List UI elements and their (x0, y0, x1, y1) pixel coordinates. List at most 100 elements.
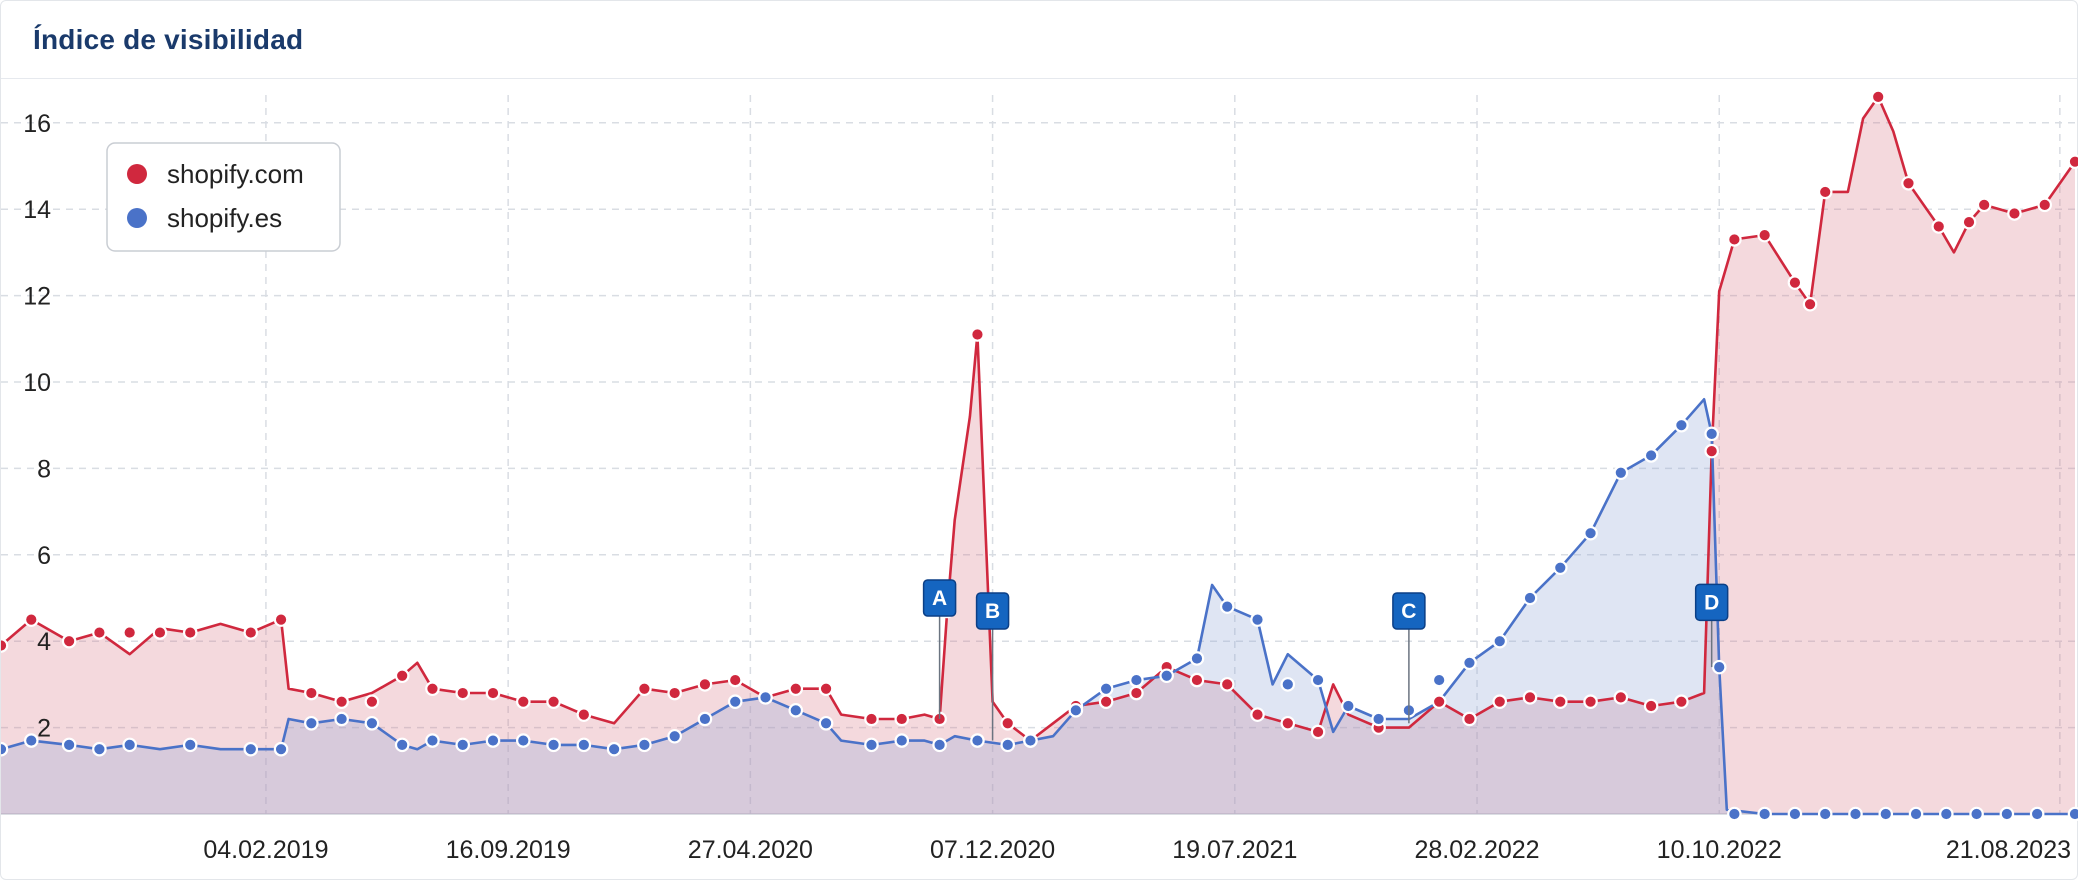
data-point[interactable] (1711, 659, 1727, 675)
data-point[interactable] (1908, 806, 1924, 822)
data-point[interactable] (970, 733, 985, 748)
data-point[interactable] (1, 741, 9, 757)
data-point[interactable] (788, 681, 804, 697)
data-point[interactable] (1727, 806, 1742, 822)
data-point[interactable] (864, 711, 879, 727)
data-point[interactable] (2067, 806, 2078, 822)
annotation-marker[interactable]: A (922, 579, 957, 719)
data-point[interactable] (788, 703, 804, 718)
data-point[interactable] (1098, 681, 1114, 697)
annotation-marker[interactable]: D (1694, 583, 1729, 668)
data-point[interactable] (122, 737, 137, 753)
data-point[interactable] (1674, 417, 1689, 433)
data-point[interactable] (1000, 715, 1016, 731)
data-point[interactable] (1522, 690, 1538, 705)
data-point[interactable] (485, 733, 501, 748)
data-point[interactable] (546, 737, 561, 753)
data-point[interactable] (1870, 89, 1886, 105)
data-point[interactable] (273, 612, 289, 627)
data-point[interactable] (2029, 806, 2045, 822)
data-point[interactable] (1643, 698, 1659, 714)
data-point[interactable] (1522, 590, 1538, 606)
data-point[interactable] (864, 737, 879, 753)
data-point[interactable] (1961, 214, 1977, 230)
data-point[interactable] (1939, 806, 1954, 822)
data-point[interactable] (1583, 525, 1598, 541)
data-point[interactable] (425, 681, 440, 697)
data-point[interactable] (1817, 806, 1833, 822)
data-point[interactable] (1431, 672, 1447, 688)
data-point[interactable] (667, 685, 682, 701)
data-point[interactable] (182, 737, 198, 753)
data-point[interactable] (2067, 154, 2078, 169)
data-point[interactable] (970, 327, 985, 342)
data-point[interactable] (394, 737, 410, 753)
data-point[interactable] (425, 733, 440, 748)
data-point[interactable] (1129, 685, 1144, 701)
data-point[interactable] (455, 685, 471, 701)
data-point[interactable] (1310, 672, 1326, 688)
data-point[interactable] (576, 737, 592, 753)
data-point[interactable] (606, 741, 622, 757)
data-point[interactable] (1613, 465, 1629, 481)
data-point[interactable] (1462, 711, 1477, 727)
data-point[interactable] (1787, 275, 1803, 290)
data-point[interactable] (1189, 672, 1205, 688)
data-point[interactable] (364, 715, 380, 731)
data-point[interactable] (334, 711, 349, 727)
data-point[interactable] (1969, 806, 1984, 822)
data-point[interactable] (1462, 655, 1477, 671)
data-point[interactable] (23, 733, 39, 748)
data-point[interactable] (1098, 694, 1114, 709)
data-point[interactable] (1341, 698, 1356, 714)
data-point[interactable] (1280, 715, 1296, 731)
data-point[interactable] (727, 672, 743, 688)
data-point[interactable] (485, 685, 501, 701)
data-point[interactable] (1552, 560, 1568, 576)
data-point[interactable] (1023, 733, 1038, 748)
data-point[interactable] (1250, 612, 1265, 627)
data-point[interactable] (61, 737, 77, 753)
data-point[interactable] (1068, 703, 1084, 718)
data-point[interactable] (1643, 448, 1659, 463)
legend-item[interactable]: shopify.com (127, 159, 304, 189)
data-point[interactable] (818, 715, 834, 731)
data-point[interactable] (1704, 443, 1719, 459)
data-point[interactable] (1901, 175, 1916, 191)
data-point[interactable] (818, 681, 834, 697)
data-point[interactable] (1219, 677, 1235, 692)
data-point[interactable] (894, 711, 910, 727)
data-point[interactable] (1613, 690, 1629, 705)
data-point[interactable] (243, 625, 259, 640)
data-point[interactable] (697, 677, 713, 692)
data-point[interactable] (515, 694, 531, 709)
data-point[interactable] (1727, 232, 1742, 247)
data-point[interactable] (23, 612, 39, 627)
data-point[interactable] (1431, 694, 1447, 709)
data-point[interactable] (758, 690, 773, 705)
data-point[interactable] (546, 694, 561, 709)
data-point[interactable] (727, 694, 743, 709)
data-point[interactable] (1219, 599, 1235, 614)
data-point[interactable] (667, 728, 682, 744)
data-point[interactable] (1999, 806, 2015, 822)
data-point[interactable] (2037, 197, 2053, 213)
data-point[interactable] (637, 681, 652, 697)
data-point[interactable] (576, 707, 592, 722)
data-point[interactable] (1129, 672, 1144, 688)
data-point[interactable] (1976, 197, 1992, 213)
data-point[interactable] (1552, 694, 1568, 709)
data-point[interactable] (1583, 694, 1598, 709)
legend-item[interactable]: shopify.es (127, 203, 282, 233)
data-point[interactable] (1848, 806, 1863, 822)
data-point[interactable] (152, 625, 168, 640)
data-point[interactable] (1159, 668, 1174, 684)
data-point[interactable] (1787, 806, 1803, 822)
data-point[interactable] (1492, 633, 1508, 649)
data-point[interactable] (243, 741, 259, 757)
annotation-marker[interactable]: B (975, 592, 1010, 741)
annotation-marker[interactable]: C (1392, 592, 1426, 724)
data-point[interactable] (1817, 184, 1833, 200)
data-point[interactable] (1189, 651, 1205, 666)
data-point[interactable] (1704, 426, 1719, 442)
